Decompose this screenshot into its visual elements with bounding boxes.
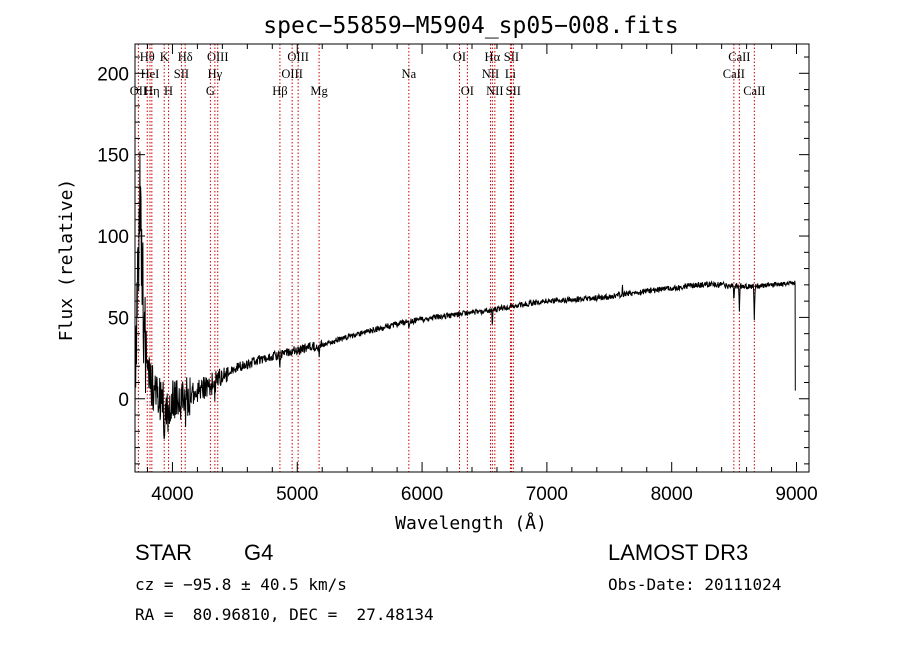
spectral-line-label: OII	[130, 84, 147, 98]
spectral-line-label: OI	[461, 84, 474, 98]
spectral-line-label: OIII	[207, 50, 229, 64]
x-tick-label: 7000	[526, 484, 568, 505]
spectral-line-label: HeI	[141, 67, 160, 81]
spectral-subclass: G4	[244, 540, 274, 565]
spectral-line-label: Hθ	[140, 50, 155, 64]
spectral-line-label: Hα	[485, 50, 501, 64]
survey-name: LAMOST DR3	[608, 540, 749, 565]
spectral-line-label: CaII	[743, 84, 765, 98]
y-tick-label: 100	[97, 227, 129, 248]
spectral-line-label: OIII	[287, 50, 309, 64]
y-axis-ticks: 0 50 100 150 200	[97, 56, 809, 465]
y-axis-label: Flux (relative)	[56, 179, 77, 342]
chart-title: spec−55859−M5904_sp05−008.fits	[263, 13, 678, 39]
spectral-line-label: K	[160, 50, 169, 64]
spectral-line-label: NII	[486, 84, 503, 98]
y-tick-label: 50	[108, 308, 129, 329]
plot-frame	[134, 43, 810, 473]
spectral-line-label: Li	[505, 67, 517, 81]
spectrum-series	[134, 151, 796, 440]
x-tick-label: 6000	[401, 484, 443, 505]
spectral-line-label: Hβ	[272, 84, 287, 98]
spectral-line-label: H	[164, 84, 173, 98]
y-tick-label: 0	[118, 390, 129, 411]
spectral-line-label: Na	[402, 67, 417, 81]
x-tick-label: 4000	[151, 484, 193, 505]
spectral-line-label: Hδ	[178, 50, 193, 64]
spectral-line-label: Hη	[144, 84, 160, 98]
x-tick-label: 9000	[775, 484, 817, 505]
object-type: STAR	[135, 540, 193, 565]
x-tick-label: 8000	[651, 484, 693, 505]
spectral-line-label: CaII	[728, 50, 750, 64]
spectrum-line	[134, 151, 796, 440]
spectral-line-label: CaII	[723, 67, 745, 81]
spectral-line-label: Mg	[310, 84, 328, 98]
spectral-line-label: OI	[453, 50, 466, 64]
spectral-line-label: G	[206, 84, 215, 98]
y-tick-label: 200	[97, 64, 129, 85]
x-axis-ticks: 4000 5000 6000 7000 8000 9000	[146, 44, 818, 505]
y-tick-label: 150	[97, 146, 129, 167]
spectral-line-label: SII	[504, 50, 519, 64]
spectral-line-label: SII	[506, 84, 521, 98]
spectral-line-label: NII	[482, 67, 499, 81]
coordinates-ra-dec: RA = 80.96810, DEC = 27.48134	[135, 605, 434, 624]
spectral-line-label: OIII	[281, 67, 303, 81]
observation-date: Obs-Date: 20111024	[608, 575, 782, 594]
spectral-line-label: Hγ	[208, 67, 223, 81]
x-axis-label: Wavelength (Å)	[395, 512, 547, 534]
spectral-line-label: SII	[174, 67, 189, 81]
x-tick-label: 5000	[276, 484, 318, 505]
redshift-cz: cz = −95.8 ± 40.5 km/s	[135, 575, 347, 594]
